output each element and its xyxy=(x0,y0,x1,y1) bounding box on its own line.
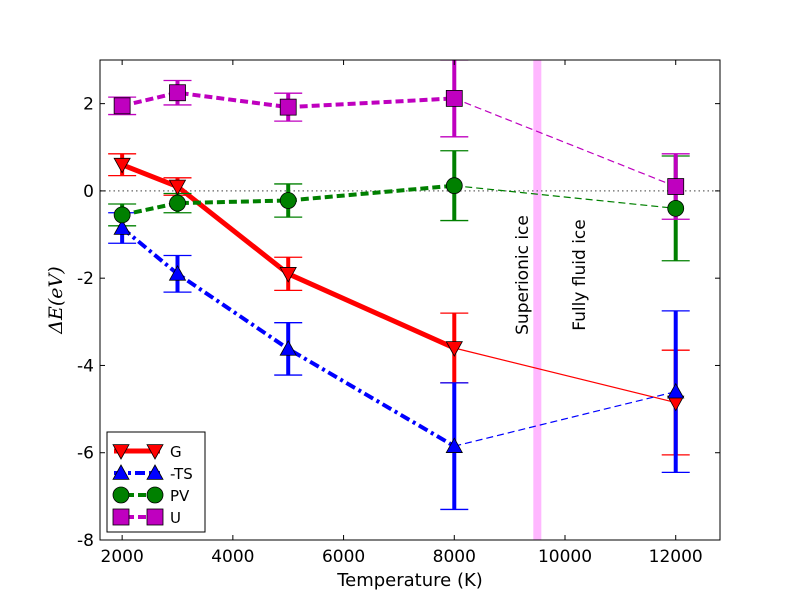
data-point-pv-0 xyxy=(113,206,131,224)
series-line-g xyxy=(121,162,456,351)
y-tick-label: -6 xyxy=(77,444,94,464)
legend-label-pv: PV xyxy=(170,487,190,505)
y-axis-label: ΔE(eV) xyxy=(45,266,67,334)
legend-marker-u-b xyxy=(146,508,164,526)
y-tick-label: 0 xyxy=(83,182,94,202)
legend-marker-ts-b xyxy=(146,464,164,480)
x-tick-label: 6000 xyxy=(322,547,365,567)
legend-marker-g-b xyxy=(146,444,164,460)
legend-marker-pv-a xyxy=(112,486,130,504)
data-point-g-3 xyxy=(445,341,463,357)
phase-boundary-band xyxy=(533,60,542,540)
y-tick-label: -8 xyxy=(77,531,94,551)
series-extension-ts xyxy=(454,391,676,447)
x-tick-label: 10000 xyxy=(538,547,592,567)
x-tick-label: 4000 xyxy=(211,547,254,567)
data-point-ts-3 xyxy=(445,437,463,453)
data-point-pv-3 xyxy=(445,177,463,195)
data-point-pv-2 xyxy=(279,192,297,209)
legend-label-ts: -TS xyxy=(170,465,193,483)
series-line-ts xyxy=(120,226,456,448)
x-tick-label: 8000 xyxy=(433,547,476,567)
data-point-g-0 xyxy=(113,157,131,174)
series-extension-pv xyxy=(454,185,676,209)
y-tick-label: -2 xyxy=(77,269,94,289)
data-point-pv-4 xyxy=(667,199,685,217)
plot-frame xyxy=(99,59,721,541)
annotation-fully-fluid-ice: Fully fluid ice xyxy=(570,219,590,330)
legend: G -TS PV U xyxy=(106,431,206,533)
legend-marker-ts-a xyxy=(112,464,130,480)
data-point-g-2 xyxy=(279,267,297,283)
series-extension-u xyxy=(454,97,676,188)
series-group xyxy=(108,60,690,511)
y-tick-label: -4 xyxy=(77,356,94,376)
x-tick-label: 12000 xyxy=(649,547,703,567)
x-axis-label: Temperature (K) xyxy=(336,570,483,591)
y-tick-label: 2 xyxy=(83,95,94,115)
data-point-ts-4 xyxy=(667,382,685,399)
legend-marker-g-a xyxy=(112,444,130,460)
data-point-g-1 xyxy=(168,179,187,196)
x-tick-label: 2000 xyxy=(101,547,144,567)
data-point-u-3 xyxy=(445,90,463,107)
legend-marker-pv-b xyxy=(146,486,164,504)
legend-marker-u-a xyxy=(112,508,130,526)
annotation-superionic-ice: Superionic ice xyxy=(513,215,533,335)
series-line-u xyxy=(121,90,455,110)
data-point-u-4 xyxy=(667,178,685,195)
series-line-pv xyxy=(121,183,455,217)
data-point-u-0 xyxy=(113,97,131,115)
series-extension-g xyxy=(454,347,676,404)
data-point-u-1 xyxy=(169,84,186,102)
data-point-ts-2 xyxy=(279,340,297,356)
data-point-ts-1 xyxy=(168,264,187,281)
plot-layer: 2000 4000 6000 8000 10000 12000 -8 -6 -4 -2 0 2 xyxy=(77,59,721,567)
data-point-u-2 xyxy=(279,98,297,116)
legend-label-u: U xyxy=(170,509,181,527)
data-point-ts-0 xyxy=(113,219,131,235)
legend-label-g: G xyxy=(170,443,182,461)
data-point-pv-1 xyxy=(169,194,186,212)
